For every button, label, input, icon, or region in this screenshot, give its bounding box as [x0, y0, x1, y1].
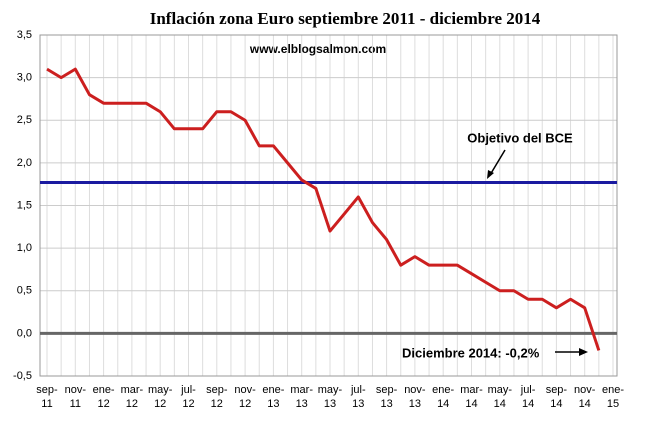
y-tick-label: 3,0 [17, 72, 32, 84]
y-tick-label: 1,5 [17, 199, 32, 211]
data-line [46, 67, 601, 351]
x-tick-label: may-14 [488, 384, 513, 410]
x-tick-label: may-13 [318, 384, 343, 410]
arrow [489, 149, 506, 176]
arrow-head [579, 348, 588, 356]
chart-subtitle: www.elblogsalmon.com [249, 42, 386, 56]
annotation: Diciembre 2014: -0,2% [402, 345, 540, 360]
x-tick-label: nov-11 [65, 384, 87, 410]
x-tick-label: sep-12 [206, 384, 228, 410]
x-tick-label: ene-14 [432, 384, 454, 410]
x-tick-label: sep-13 [376, 384, 398, 410]
y-tick-label: 2,0 [17, 157, 32, 169]
x-tick-label: mar-14 [460, 384, 483, 410]
x-tick-label: ene-13 [262, 384, 284, 410]
x-tick-label: nov-12 [234, 384, 256, 410]
x-tick-label: nov-13 [404, 384, 426, 410]
y-tick-label: 2,5 [17, 114, 32, 126]
x-tick-label: nov-14 [574, 384, 596, 410]
y-tick-label: 3,5 [17, 29, 32, 41]
x-tick-label: sep-14 [546, 384, 568, 410]
x-tick-label: ene-12 [93, 384, 115, 410]
x-tick-label: jul-14 [520, 384, 536, 410]
y-tick-label: 0,5 [17, 285, 32, 297]
y-tick-label: -0,5 [13, 370, 32, 382]
chart-title: Inflación zona Euro septiembre 2011 - di… [150, 9, 541, 28]
x-tick-label: ene-15 [602, 384, 624, 410]
x-tick-label: may-12 [148, 384, 173, 410]
plot-frame [39, 34, 618, 377]
x-tick-label: jul-13 [350, 384, 366, 410]
y-tick-label: 1,0 [17, 242, 32, 254]
arrow-head [487, 170, 494, 179]
y-tick-label: 0,0 [17, 327, 32, 339]
annotation: Objetivo del BCE [467, 130, 573, 145]
x-tick-label: jul-12 [180, 384, 196, 410]
x-tick-label: mar-12 [121, 384, 144, 410]
x-tick-label: sep-11 [36, 384, 58, 410]
x-tick-label: mar-13 [290, 384, 313, 410]
